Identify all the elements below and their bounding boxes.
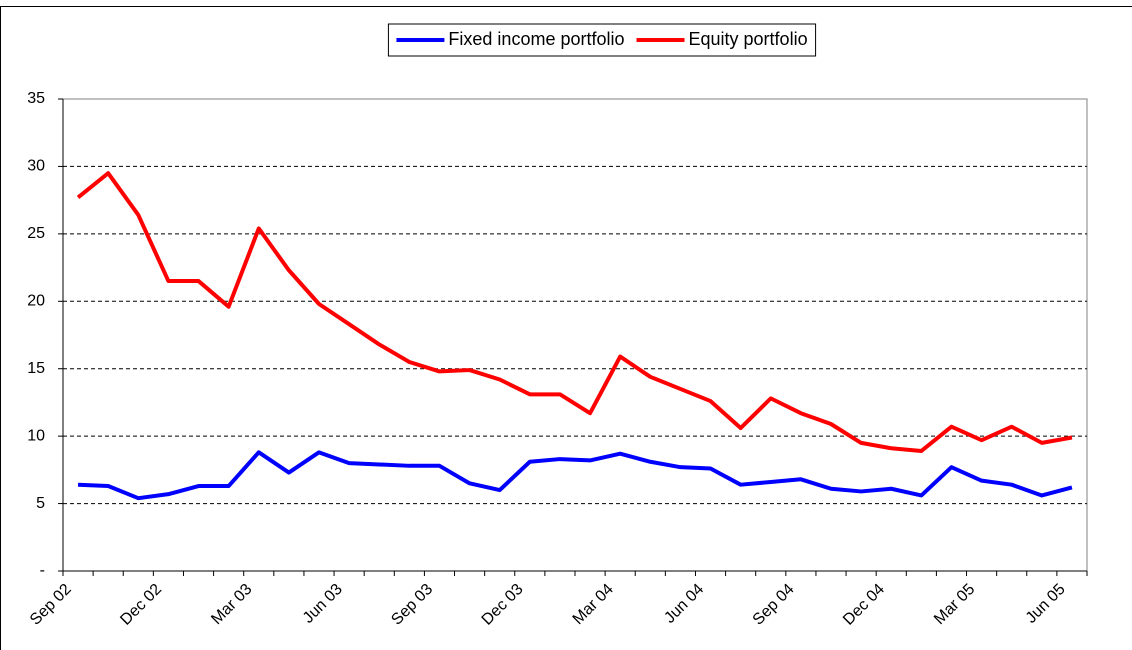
- y-tick-label: -: [40, 562, 45, 579]
- legend-box: [387, 23, 817, 57]
- legend-label: Fixed income portfolio: [448, 29, 624, 49]
- y-tick-label: 35: [27, 90, 45, 107]
- line-series: [77, 450, 1073, 501]
- x-tick-label: Dec 03: [479, 581, 527, 629]
- x-tick-label: Jun 04: [661, 581, 707, 627]
- y-tick-label: 5: [36, 495, 45, 512]
- x-tick-label: Dec 04: [840, 581, 888, 629]
- x-tick-label: Mar 05: [931, 581, 978, 628]
- y-tick-label: 15: [27, 360, 45, 377]
- x-tick-label: Jun 03: [300, 581, 346, 627]
- legend: Fixed income portfolio Equity portfolio: [387, 23, 817, 57]
- plot-area: [62, 98, 1088, 572]
- x-tick-label: Sep 03: [388, 581, 436, 629]
- x-tick-label: Dec 02: [117, 581, 165, 629]
- y-tick-label: 10: [27, 427, 45, 444]
- x-tick-label: Sep 02: [27, 581, 75, 629]
- chart-border: [0, 6, 1132, 650]
- legend-label: Equity portfolio: [689, 29, 808, 49]
- y-tick-label: 25: [27, 225, 45, 242]
- line-series: [76, 171, 1073, 453]
- x-tick-label: Mar 04: [570, 581, 617, 628]
- y-tick-label: 20: [27, 293, 45, 310]
- x-tick-label: Mar 03: [208, 581, 255, 628]
- x-tick-label: Sep 04: [750, 581, 798, 629]
- x-tick-label: Jun 05: [1023, 581, 1069, 627]
- y-tick-label: 30: [27, 158, 45, 175]
